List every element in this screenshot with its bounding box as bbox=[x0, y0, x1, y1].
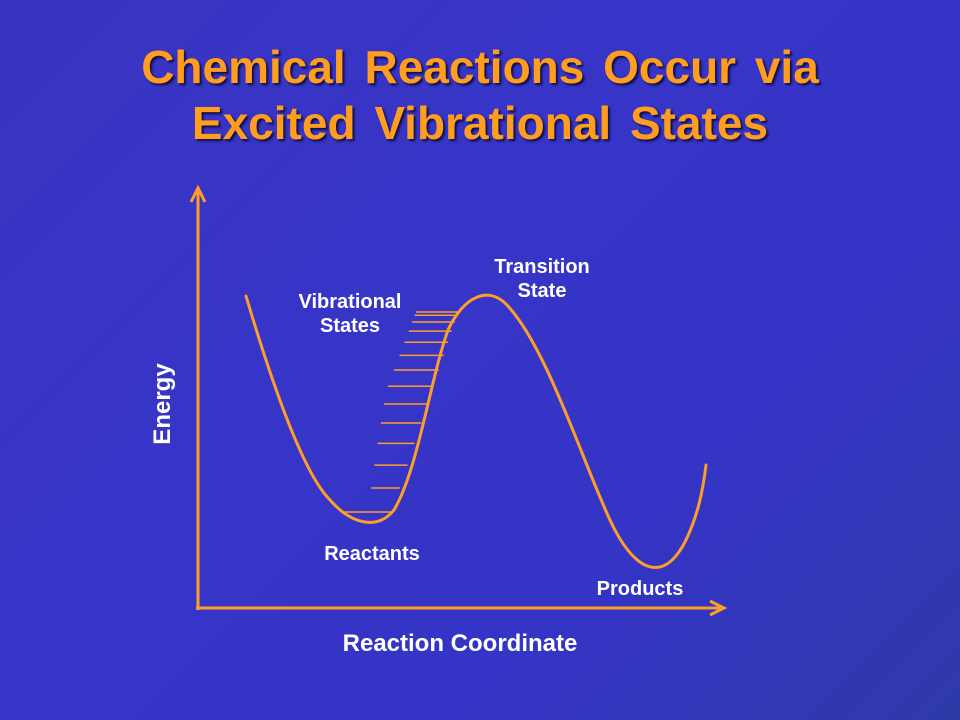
slide-title-line-2: Excited Vibrational States bbox=[191, 97, 769, 149]
x-axis-label: Reaction Coordinate bbox=[342, 630, 578, 657]
vibrational-states-label: Vibrational States bbox=[288, 290, 412, 338]
reactants-label: Reactants bbox=[324, 543, 420, 565]
slide-title-line-1: Chemical Reactions Occur via bbox=[141, 41, 819, 93]
potential-energy-curve bbox=[244, 293, 708, 569]
y-axis-label: Energy bbox=[149, 363, 176, 445]
vibrational-levels bbox=[342, 311, 458, 513]
transition-state-label: Transition State bbox=[480, 255, 604, 303]
transition-state-label-line-2: State bbox=[517, 280, 567, 302]
y-axis-arrowhead bbox=[189, 184, 207, 203]
vibrational-states-label-line-2: States bbox=[319, 315, 381, 337]
products-label: Products bbox=[596, 578, 684, 600]
axes bbox=[189, 184, 728, 617]
transition-state-label-line-1: Transition bbox=[494, 256, 590, 278]
vibrational-states-label-line-1: Vibrational bbox=[298, 291, 402, 313]
x-axis-arrowhead bbox=[709, 599, 728, 617]
